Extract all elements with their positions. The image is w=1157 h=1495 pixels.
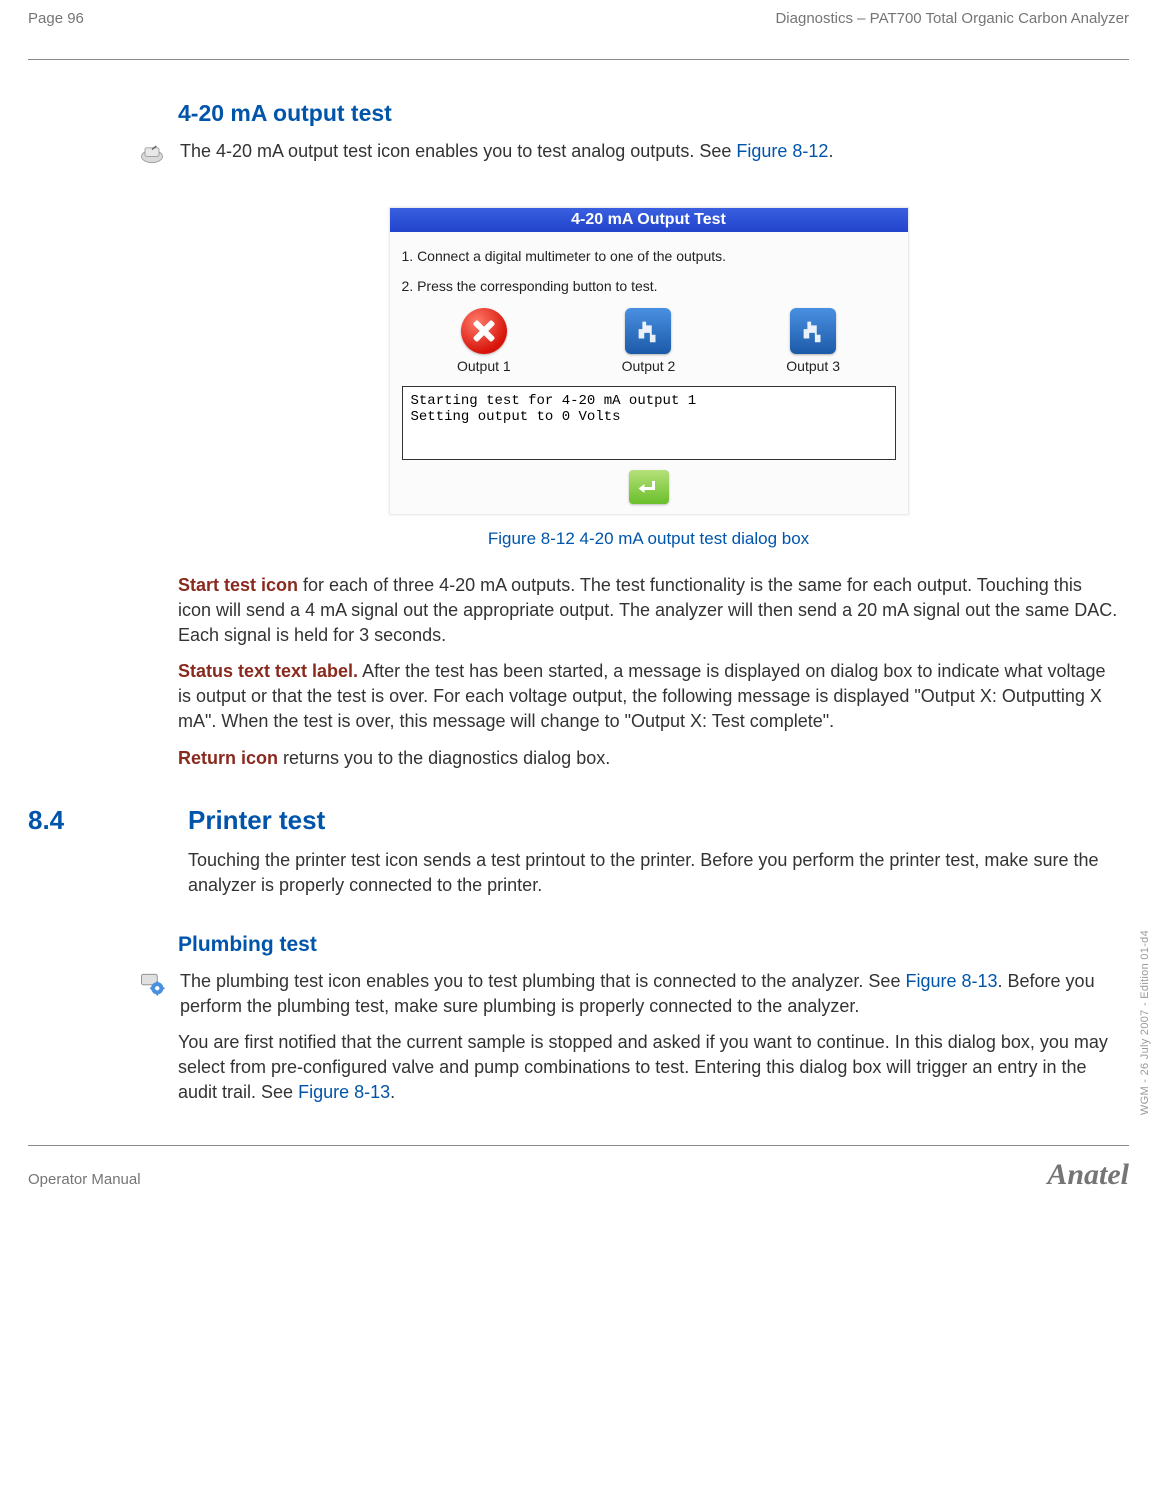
output1-label: Output 1 — [457, 358, 511, 374]
section-number-84: 8.4 — [28, 805, 88, 836]
run-icon-3[interactable] — [790, 308, 836, 354]
link-fig812-a[interactable]: Figure 8-12 — [736, 141, 828, 161]
footer-left: Operator Manual — [28, 1171, 141, 1188]
lbl-status: Status text text label. — [178, 661, 358, 681]
para-status: Status text text label. After the test h… — [178, 659, 1119, 733]
lbl-start-test: Start test icon — [178, 575, 298, 595]
intro-420: The 4-20 mA output test icon enables you… — [180, 139, 833, 163]
return-icon[interactable] — [629, 470, 669, 504]
dialog-step2: 2. Press the corresponding button to tes… — [402, 278, 896, 294]
output2-label: Output 2 — [622, 358, 676, 374]
dialog-step1: 1. Connect a digital multimeter to one o… — [402, 248, 896, 264]
para-return: Return icon returns you to the diagnosti… — [178, 746, 1119, 771]
link-fig813-a[interactable]: Figure 8-13 — [905, 971, 997, 991]
heading-plumbing: Plumbing test — [178, 933, 1119, 957]
figure-812: 4-20 mA Output Test 1. Connect a digital… — [389, 207, 909, 515]
heading-420: 4-20 mA output test — [178, 100, 1119, 127]
plumbing-icon — [138, 969, 166, 997]
footer-right: Anatel — [1047, 1158, 1129, 1192]
para-start-test: Start test icon for each of three 4-20 m… — [178, 573, 1119, 647]
header-page: Page 96 — [28, 10, 84, 27]
dialog-title: 4-20 mA Output Test — [390, 208, 908, 232]
txt-return: returns you to the diagnostics dialog bo… — [278, 748, 610, 768]
link-fig813-b[interactable]: Figure 8-13 — [298, 1082, 390, 1102]
figure-812-caption: Figure 8-12 4-20 mA output test dialog b… — [178, 529, 1119, 549]
txt-plumb2-post: . — [390, 1082, 395, 1102]
lbl-return: Return icon — [178, 748, 278, 768]
intro-420-post: . — [828, 141, 833, 161]
run-icon-2[interactable] — [625, 308, 671, 354]
output3-label: Output 3 — [786, 358, 840, 374]
cancel-icon[interactable] — [461, 308, 507, 354]
intro-420-pre: The 4-20 mA output test icon enables you… — [180, 141, 736, 161]
intro-plumbing: The plumbing test icon enables you to te… — [180, 969, 1119, 1018]
status-textbox: Starting test for 4-20 mA output 1 Setti… — [402, 386, 896, 460]
para-plumbing-2: You are first notified that the current … — [178, 1030, 1119, 1104]
header-title: Diagnostics – PAT700 Total Organic Carbo… — [775, 10, 1129, 27]
txt-start-test: for each of three 4-20 mA outputs. The t… — [178, 575, 1117, 645]
dialog-420: 4-20 mA Output Test 1. Connect a digital… — [389, 207, 909, 515]
intro-plumb-pre: The plumbing test icon enables you to te… — [180, 971, 905, 991]
section-title-84: Printer test — [188, 805, 325, 836]
para-printer: Touching the printer test icon sends a t… — [188, 848, 1119, 898]
vertical-doc-info: WGM - 26 July 2007 - Edition 01-d4 — [1139, 930, 1151, 1115]
meter-icon — [138, 139, 166, 167]
top-rule — [28, 59, 1129, 60]
